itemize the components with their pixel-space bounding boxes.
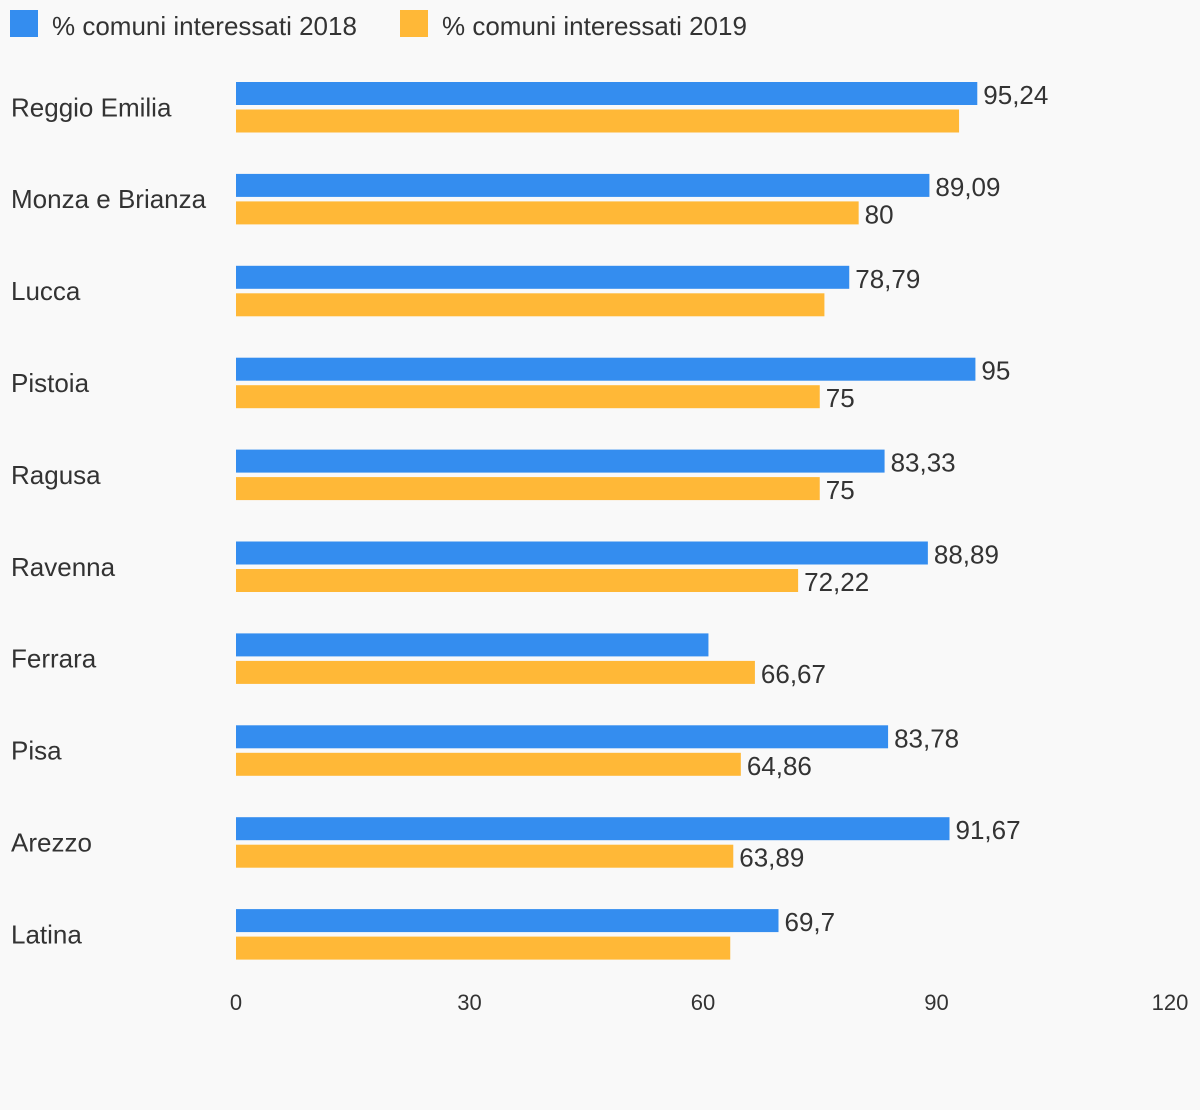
bar-2-2: [236, 293, 825, 317]
data-label: 89,09: [935, 172, 1000, 202]
bar-2-9: [236, 936, 731, 960]
data-label: 95: [981, 356, 1010, 386]
x-tick-label: 0: [230, 990, 242, 1015]
category-label: Pisa: [11, 736, 62, 766]
bar-1-8: [236, 817, 950, 841]
bar-1-0: [236, 82, 978, 105]
bar-1-9: [236, 909, 779, 933]
bar-2-0: [236, 109, 960, 133]
data-label: 75: [826, 383, 855, 413]
data-label: 83,33: [891, 448, 956, 478]
category-label: Lucca: [11, 276, 81, 306]
legend-label-2: % comuni interessati 2019: [442, 11, 747, 41]
category-label: Latina: [11, 919, 82, 949]
category-label: Monza e Brianza: [11, 184, 207, 214]
data-label: 64,86: [747, 751, 812, 781]
data-label: 80: [865, 199, 894, 229]
bar-1-7: [236, 725, 889, 749]
bar-2-5: [236, 569, 799, 592]
category-label: Ravenna: [11, 552, 116, 582]
bar-2-1: [236, 201, 859, 225]
data-label: 91,67: [955, 815, 1020, 845]
bar-2-6: [236, 660, 755, 684]
bar-2-3: [236, 385, 820, 409]
bar-2-7: [236, 752, 741, 776]
bar-1-1: [236, 173, 930, 197]
bars: 95,24 89,09 80 78,79 95 75 83,33 75 88,89 72,22 66…: [236, 80, 1048, 960]
x-tick-label: 30: [457, 990, 481, 1015]
data-label: 75: [826, 475, 855, 505]
category-label: Reggio Emilia: [11, 92, 172, 122]
data-label: 95,24: [983, 80, 1048, 110]
category-label: Arezzo: [11, 827, 92, 857]
data-label: 72,22: [804, 567, 869, 597]
data-label: 78,79: [855, 264, 920, 294]
legend: % comuni interessati 2018 % comuni intere…: [10, 10, 747, 41]
bar-1-6: [236, 633, 709, 657]
legend-label-1: % comuni interessati 2018: [52, 11, 357, 41]
category-labels: Reggio Emilia Monza e Brianza Lucca Pistoia…: [11, 92, 207, 949]
bar-1-5: [236, 541, 928, 565]
bar-1-3: [236, 357, 976, 381]
bar-1-4: [236, 449, 885, 473]
x-tick-label: 60: [691, 990, 715, 1015]
data-label: 69,7: [784, 907, 835, 937]
x-tick-label: 120: [1152, 990, 1189, 1015]
data-label: 83,78: [894, 723, 959, 753]
data-label: 88,89: [934, 540, 999, 570]
category-label: Pistoia: [11, 368, 90, 398]
data-label: 63,89: [739, 843, 804, 873]
category-label: Ragusa: [11, 460, 101, 490]
bar-2-8: [236, 844, 734, 868]
legend-swatch-2: [400, 10, 428, 37]
category-label: Ferrara: [11, 644, 97, 674]
data-label: 66,67: [761, 659, 826, 689]
bar-2-4: [236, 477, 820, 501]
x-axis: 0 30 60 90 120: [230, 990, 1188, 1015]
legend-swatch-1: [10, 10, 38, 37]
bar-1-2: [236, 265, 850, 289]
x-tick-label: 90: [924, 990, 948, 1015]
